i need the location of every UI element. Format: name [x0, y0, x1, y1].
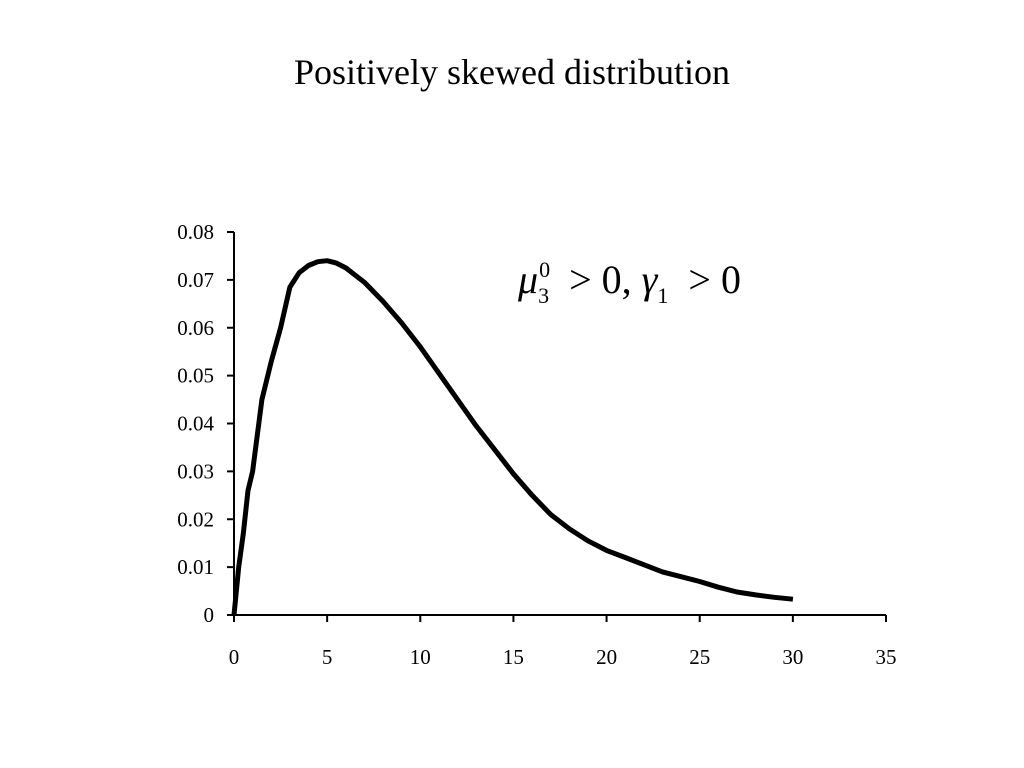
distribution-curve	[231, 258, 794, 616]
skewness-annotation: μ03 >0, γ1 >0	[518, 256, 741, 310]
y-tick-label: 0.01	[177, 555, 214, 579]
zero-value: 0	[720, 257, 741, 302]
x-tick-label: 5	[322, 645, 333, 669]
zero-value: 0,	[601, 257, 632, 302]
x-tick-label: 0	[229, 645, 240, 669]
x-tick-label: 35	[876, 645, 897, 669]
mu-superscript: 0	[539, 257, 551, 282]
y-axis: 0 0.01 0.02 0.03 0.04 0.05 0.06 0.07 0.08	[177, 220, 235, 627]
x-tick-label: 30	[782, 645, 803, 669]
y-tick-label: 0.04	[177, 412, 214, 436]
x-axis: 0 5 10 15 20 25 30 35	[229, 614, 897, 669]
chart-title: Positively skewed distribution	[294, 52, 730, 92]
mu-symbol: μ	[518, 257, 539, 302]
x-tick-label: 25	[689, 645, 710, 669]
y-tick-label: 0.06	[177, 316, 214, 340]
y-tick-label: 0.07	[177, 268, 214, 292]
gamma-symbol: γ	[641, 257, 658, 302]
y-tick-label: 0.08	[177, 220, 214, 244]
y-tick-label: 0.03	[177, 459, 214, 483]
mu-subscript: 3	[538, 283, 550, 308]
greater-than-sign: >	[569, 257, 592, 302]
x-tick-label: 10	[410, 645, 431, 669]
x-tick-label: 15	[503, 645, 524, 669]
greater-than-sign: >	[688, 257, 711, 302]
plot-series	[231, 258, 794, 616]
y-tick-label: 0	[204, 603, 215, 627]
y-tick-label: 0.05	[177, 364, 214, 388]
gamma-subscript: 1	[657, 283, 669, 308]
x-tick-label: 20	[596, 645, 617, 669]
y-tick-label: 0.02	[177, 507, 214, 531]
